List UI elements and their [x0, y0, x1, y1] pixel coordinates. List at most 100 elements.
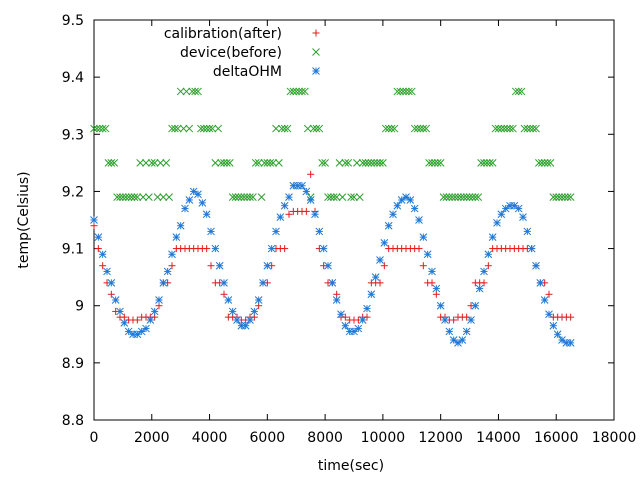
data-point [337, 310, 345, 319]
data-point [384, 124, 393, 133]
data-point [90, 216, 98, 224]
data-point [269, 159, 277, 167]
data-point [514, 204, 523, 213]
data-point [480, 279, 488, 287]
data-point [471, 193, 480, 201]
data-point [267, 244, 276, 253]
data-point [301, 87, 309, 96]
data-point [104, 159, 113, 167]
data-point [95, 124, 104, 133]
data-point [355, 193, 364, 201]
data-point [224, 296, 233, 304]
data-point [179, 124, 188, 133]
data-point [341, 313, 349, 321]
data-point [306, 196, 315, 204]
data-point [211, 244, 220, 253]
data-point [450, 316, 458, 324]
x-tick-label: 4000 [192, 430, 228, 446]
data-point [380, 239, 389, 247]
data-point [510, 201, 519, 210]
data-point [241, 321, 250, 330]
data-point [344, 159, 353, 167]
data-point [367, 159, 376, 167]
data-point [263, 159, 272, 167]
data-point [281, 245, 289, 253]
data-point [240, 193, 249, 201]
data-point [483, 159, 491, 167]
data-point [243, 193, 251, 201]
data-point [332, 296, 341, 304]
data-point [390, 124, 399, 133]
data-point [364, 159, 373, 167]
data-point [110, 159, 119, 167]
data-point [194, 87, 202, 96]
data-point [211, 159, 220, 167]
data-point [289, 87, 298, 96]
data-point [214, 124, 223, 133]
data-point [468, 193, 477, 201]
x-tick-label: 8000 [307, 430, 343, 446]
data-point [249, 193, 257, 201]
data-point [99, 262, 107, 270]
data-point [428, 159, 436, 167]
data-point [275, 159, 283, 167]
data-point [358, 316, 367, 324]
data-point [107, 290, 115, 298]
data-point [494, 124, 503, 133]
data-point [419, 262, 427, 270]
data-point [103, 267, 111, 276]
data-point [402, 193, 410, 201]
legend-label: deltaOHM [213, 64, 282, 80]
data-point [321, 159, 329, 167]
data-point [555, 193, 563, 201]
data-point [328, 279, 337, 287]
data-point [428, 267, 436, 276]
data-point [257, 193, 266, 201]
data-point [327, 193, 335, 201]
data-point [419, 124, 428, 133]
data-point [231, 193, 240, 201]
data-point [371, 273, 380, 281]
data-point [185, 124, 194, 133]
data-point [165, 193, 173, 201]
y-tick-label: 9.2 [62, 184, 84, 200]
data-point [285, 193, 293, 201]
data-point [285, 210, 293, 218]
y-tick-label: 9.4 [62, 70, 84, 86]
data-point [119, 193, 127, 201]
data-point [286, 87, 295, 96]
y-tick-label: 9 [75, 299, 84, 315]
data-point [197, 124, 205, 133]
data-point [215, 261, 224, 270]
data-point [532, 261, 540, 270]
data-point [341, 159, 350, 167]
data-point [199, 124, 208, 133]
data-point [162, 159, 171, 167]
data-point [432, 284, 441, 293]
data-point [563, 193, 572, 201]
data-point [159, 279, 168, 287]
data-point [520, 124, 529, 133]
data-point [111, 296, 120, 304]
data-point [566, 339, 575, 347]
data-point [94, 233, 103, 241]
data-point [415, 245, 423, 253]
data-point [397, 196, 406, 204]
data-point [94, 245, 102, 253]
data-point [462, 327, 471, 336]
data-point [477, 159, 485, 167]
data-point [514, 87, 523, 96]
data-point [553, 330, 562, 339]
data-point [561, 193, 569, 201]
series-calibration-after- [90, 170, 575, 324]
data-point [448, 193, 457, 201]
series-deltaohm [90, 181, 575, 347]
data-point [462, 193, 471, 201]
data-point [121, 193, 130, 201]
data-point [225, 159, 234, 167]
data-point [107, 279, 116, 287]
data-point [549, 193, 558, 201]
legend-marker [312, 48, 320, 56]
data-point [441, 316, 449, 324]
data-point [363, 313, 371, 321]
